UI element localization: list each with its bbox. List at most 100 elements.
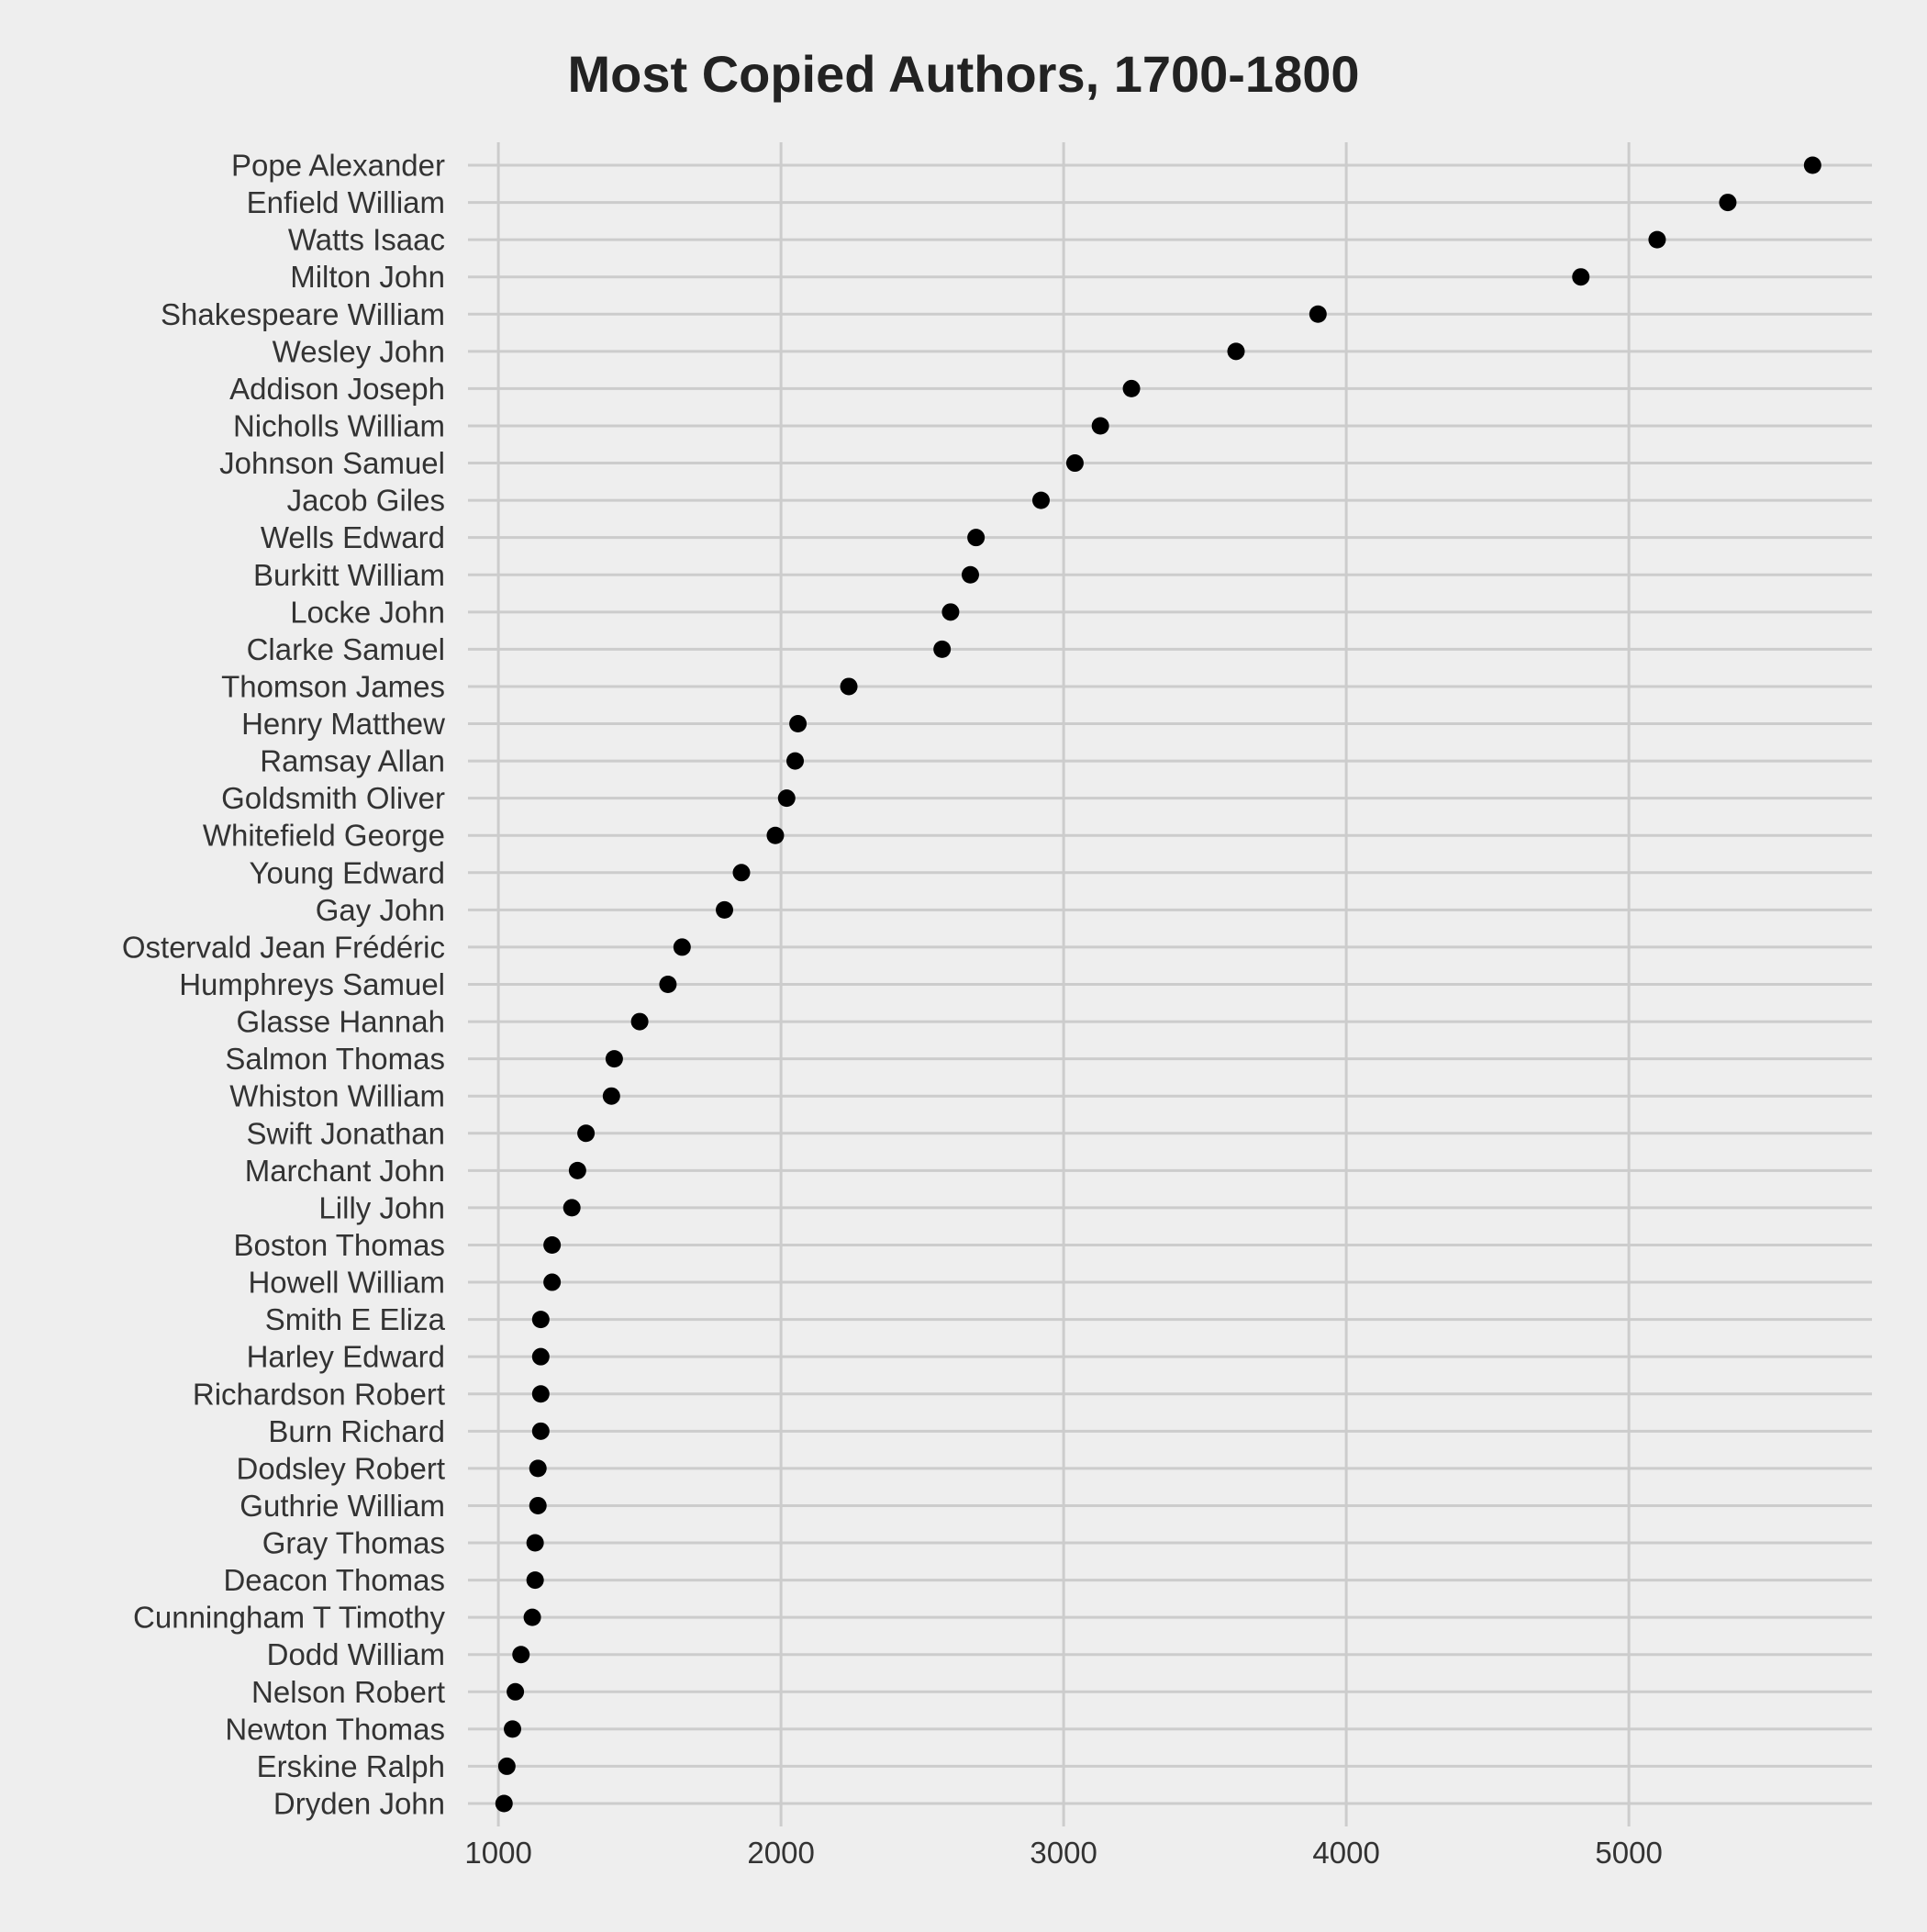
category-label: Gay John bbox=[316, 893, 445, 927]
data-point bbox=[543, 1235, 562, 1254]
category-label: Burn Richard bbox=[268, 1414, 445, 1448]
category-label: Addison Joseph bbox=[229, 372, 445, 406]
category-label: Watts Isaac bbox=[288, 223, 445, 257]
category-label: Richardson Robert bbox=[193, 1377, 445, 1411]
data-point bbox=[526, 1534, 544, 1552]
data-point bbox=[1091, 417, 1109, 435]
x-tick-label: 4000 bbox=[1312, 1836, 1379, 1870]
category-label: Smith E Eliza bbox=[265, 1302, 446, 1336]
point-layer bbox=[495, 156, 1821, 1813]
x-tick-label: 3000 bbox=[1030, 1836, 1097, 1870]
data-point bbox=[507, 1682, 525, 1701]
category-label: Nelson Robert bbox=[251, 1675, 445, 1709]
data-point bbox=[786, 752, 805, 770]
category-label: Ostervald Jean Frédéric bbox=[122, 930, 445, 964]
category-label: Humphreys Samuel bbox=[179, 967, 445, 1001]
category-label: Dodsley Robert bbox=[237, 1451, 445, 1485]
data-point bbox=[529, 1459, 547, 1478]
grid-layer bbox=[468, 142, 1872, 1826]
category-label: Young Edward bbox=[250, 855, 445, 889]
category-label: Salmon Thomas bbox=[225, 1042, 445, 1076]
chart-title: Most Copied Authors, 1700-1800 bbox=[567, 45, 1359, 103]
category-label: Guthrie William bbox=[239, 1489, 445, 1523]
category-label: Pope Alexander bbox=[231, 149, 445, 183]
data-point bbox=[497, 1757, 516, 1775]
data-point bbox=[961, 565, 979, 584]
data-point bbox=[941, 603, 960, 621]
data-point bbox=[659, 976, 677, 993]
data-point bbox=[1719, 194, 1737, 212]
category-label: Boston Thomas bbox=[233, 1228, 445, 1262]
category-label: Nicholls William bbox=[233, 408, 445, 442]
category-label: Swift Jonathan bbox=[247, 1116, 445, 1150]
data-point bbox=[1572, 268, 1590, 286]
data-point bbox=[1031, 491, 1050, 509]
category-label: Ramsay Allan bbox=[260, 744, 445, 778]
data-point bbox=[777, 789, 796, 808]
category-label: Glasse Hannah bbox=[237, 1005, 445, 1039]
category-label: Goldsmith Oliver bbox=[221, 781, 445, 815]
category-label: Newton Thomas bbox=[225, 1712, 445, 1746]
category-label: Whitefield George bbox=[203, 819, 445, 853]
category-label: Dryden John bbox=[273, 1787, 445, 1821]
data-point bbox=[933, 640, 952, 658]
category-label: Gray Thomas bbox=[262, 1526, 445, 1560]
category-label: Henry Matthew bbox=[241, 707, 445, 741]
category-label: Whiston William bbox=[229, 1079, 445, 1113]
data-point bbox=[840, 677, 858, 696]
data-point bbox=[531, 1347, 550, 1366]
data-point bbox=[543, 1273, 562, 1291]
category-label: Deacon Thomas bbox=[223, 1563, 445, 1597]
x-tick-label: 1000 bbox=[464, 1836, 531, 1870]
data-point bbox=[1309, 305, 1327, 323]
data-point bbox=[495, 1794, 513, 1813]
data-point bbox=[1648, 230, 1666, 249]
data-point bbox=[602, 1087, 620, 1105]
data-point bbox=[531, 1311, 550, 1329]
data-point bbox=[563, 1199, 581, 1217]
data-point bbox=[967, 529, 986, 547]
data-point bbox=[789, 715, 808, 733]
data-point bbox=[531, 1385, 550, 1403]
category-label: Lilly John bbox=[318, 1190, 445, 1224]
data-point bbox=[732, 864, 751, 882]
category-label: Shakespeare William bbox=[161, 297, 445, 331]
category-label: Johnson Samuel bbox=[219, 446, 445, 480]
category-label: Enfield William bbox=[247, 185, 445, 219]
data-point bbox=[630, 1012, 649, 1031]
category-label: Cunningham T Timothy bbox=[133, 1601, 445, 1635]
category-label: Dodd William bbox=[267, 1637, 445, 1671]
x-tick-label: 5000 bbox=[1595, 1836, 1662, 1870]
data-point bbox=[766, 826, 785, 844]
data-point bbox=[1065, 454, 1084, 473]
category-label: Marchant John bbox=[245, 1154, 445, 1188]
category-label: Wesley John bbox=[273, 334, 445, 368]
data-point bbox=[577, 1124, 596, 1143]
category-label: Jacob Giles bbox=[287, 484, 445, 518]
data-point bbox=[529, 1496, 547, 1514]
category-label: Clarke Samuel bbox=[247, 632, 445, 666]
category-label: Locke John bbox=[290, 595, 445, 629]
data-point bbox=[673, 938, 691, 956]
label-layer: 1000 2000 3000 4000 5000 Pope AlexanderEnfiel… bbox=[122, 149, 1663, 1871]
data-point bbox=[512, 1646, 530, 1664]
category-label: Milton John bbox=[290, 260, 445, 294]
x-tick-label: 2000 bbox=[747, 1836, 814, 1870]
data-point bbox=[1803, 156, 1821, 174]
data-point bbox=[531, 1422, 550, 1440]
data-point bbox=[1227, 342, 1245, 361]
category-label: Harley Edward bbox=[247, 1340, 445, 1374]
data-point bbox=[1122, 379, 1141, 397]
data-point bbox=[568, 1161, 586, 1179]
data-point bbox=[526, 1571, 544, 1590]
category-label: Wells Edward bbox=[261, 520, 445, 554]
category-label: Howell William bbox=[248, 1266, 445, 1300]
data-point bbox=[605, 1050, 623, 1068]
category-label: Erskine Ralph bbox=[257, 1749, 445, 1783]
data-point bbox=[523, 1608, 541, 1626]
category-label: Burkitt William bbox=[253, 558, 445, 592]
data-point bbox=[716, 900, 734, 919]
category-label: Thomson James bbox=[221, 669, 445, 703]
